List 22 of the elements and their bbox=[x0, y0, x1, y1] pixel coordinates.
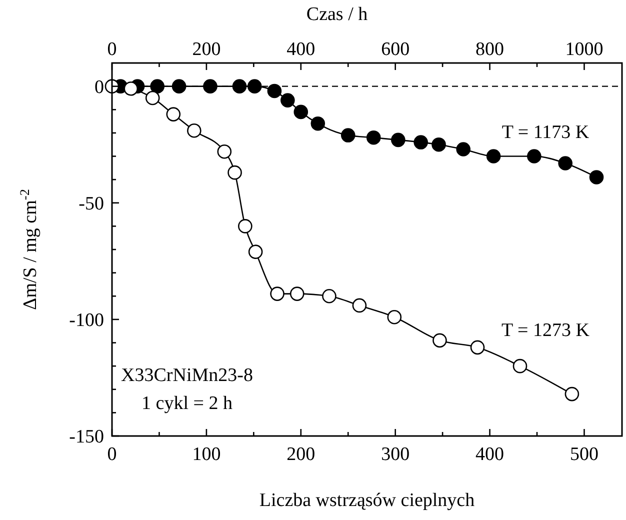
x-tick-label: 500 bbox=[570, 444, 598, 465]
x2-tick-label: 1000 bbox=[565, 39, 604, 60]
y-tick-label: -50 bbox=[78, 194, 104, 215]
x-tick-label: 400 bbox=[476, 444, 504, 465]
annotation: X33CrNiMn23-8 bbox=[121, 365, 253, 386]
annotation: T = 1173 K bbox=[502, 122, 590, 143]
x2-tick-label: 600 bbox=[381, 39, 410, 60]
x-tick-label: 300 bbox=[381, 444, 410, 465]
y-tick-label: -150 bbox=[69, 426, 104, 448]
y-tick-label: -100 bbox=[69, 310, 104, 332]
annotation: 1 cykl = 2 h bbox=[142, 393, 233, 414]
x-tick-label: 100 bbox=[192, 444, 221, 465]
y-tick-label: 0 bbox=[94, 76, 104, 98]
x-tick-label: 0 bbox=[107, 444, 117, 465]
x2-tick-label: 400 bbox=[286, 39, 316, 60]
x2-tick-label: 800 bbox=[476, 39, 504, 60]
x-axis-title: Liczba wstrząsów cieplnych bbox=[259, 490, 476, 511]
x2-axis-title: Czas / h bbox=[306, 4, 368, 25]
x-tick-label: 200 bbox=[286, 444, 316, 465]
x2-tick-label: 0 bbox=[107, 39, 117, 60]
annotation: T = 1273 K bbox=[502, 320, 590, 341]
x2-tick-label: 200 bbox=[192, 39, 221, 60]
